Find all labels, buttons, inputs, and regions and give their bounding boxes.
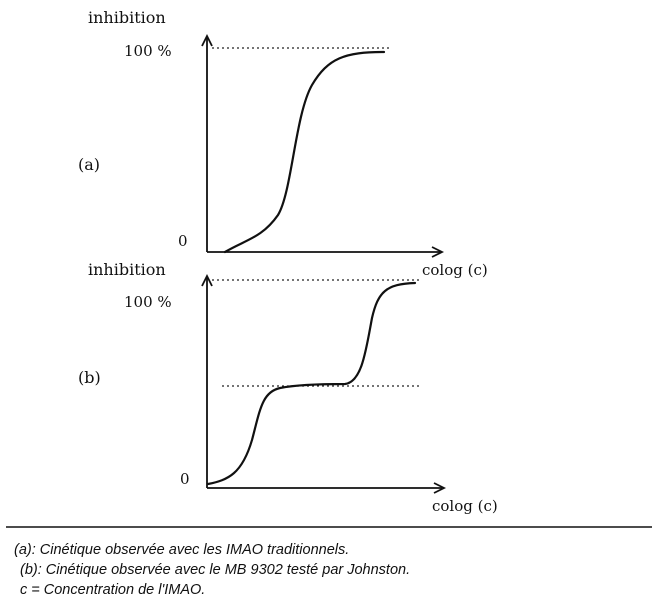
caption-line-a: (a): Cinétique observée avec les IMAO tr… [14,542,349,558]
panel-b-y-axis-label: inhibition [88,260,166,279]
panel-a-x-axis-arrow [431,246,445,258]
panel-a-label: (a) [78,155,100,174]
panel-a-y-max-label: 100 % [124,42,172,60]
panel-a-y-zero-label: 0 [178,232,188,250]
panel-b-x-axis-label: colog (c) [432,497,498,515]
panel-b: inhibition 100 % 0 (b) colog (c) [78,260,498,515]
panel-a-y-axis-label: inhibition [88,8,166,27]
panel-b-y-zero-label: 0 [180,470,190,488]
panel-a: inhibition 100 % 0 (a) colog (c) [78,8,488,279]
panel-a-y-axis-arrow [201,33,213,47]
panel-b-x-axis-arrow [433,482,447,494]
panel-b-y-max-label: 100 % [124,293,172,311]
panel-a-inhibition-curve [223,50,386,254]
panel-a-x-axis-label: colog (c) [422,261,488,279]
panel-b-y-axis-arrow [201,273,213,287]
caption-line-b: (b): Cinétique observée avec le MB 9302 … [20,562,410,578]
caption-line-c: c = Concentration de l'IMAO. [20,582,205,598]
panel-b-label: (b) [78,368,101,387]
panel-b-inhibition-curve [206,281,417,486]
